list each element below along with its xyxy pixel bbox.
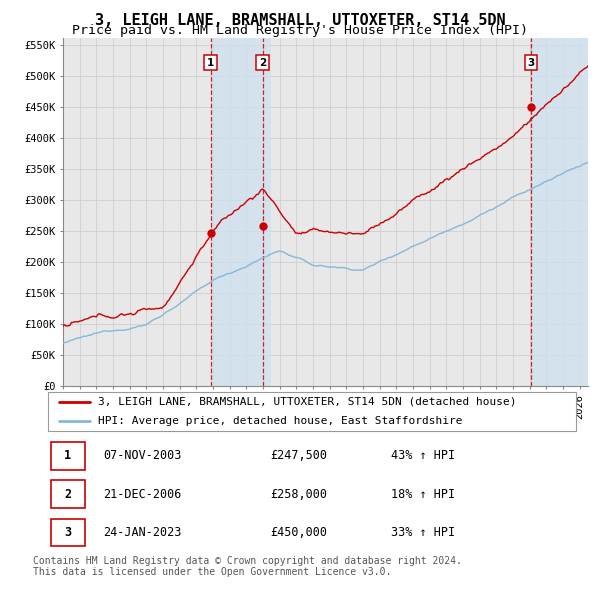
Text: 2: 2 — [259, 58, 266, 68]
FancyBboxPatch shape — [50, 480, 85, 508]
Text: £450,000: £450,000 — [270, 526, 327, 539]
Bar — [263, 38, 271, 386]
Bar — [211, 38, 263, 386]
Text: 43% ↑ HPI: 43% ↑ HPI — [391, 449, 455, 463]
FancyBboxPatch shape — [48, 392, 576, 431]
Text: 24-JAN-2023: 24-JAN-2023 — [103, 526, 182, 539]
Text: 21-DEC-2006: 21-DEC-2006 — [103, 487, 182, 501]
Text: Price paid vs. HM Land Registry's House Price Index (HPI): Price paid vs. HM Land Registry's House … — [72, 24, 528, 37]
FancyBboxPatch shape — [50, 442, 85, 470]
Text: 3, LEIGH LANE, BRAMSHALL, UTTOXETER, ST14 5DN (detached house): 3, LEIGH LANE, BRAMSHALL, UTTOXETER, ST1… — [98, 396, 517, 407]
Text: 1: 1 — [207, 58, 214, 68]
Text: £247,500: £247,500 — [270, 449, 327, 463]
Text: 2: 2 — [64, 487, 71, 501]
Text: £258,000: £258,000 — [270, 487, 327, 501]
Text: 3, LEIGH LANE, BRAMSHALL, UTTOXETER, ST14 5DN: 3, LEIGH LANE, BRAMSHALL, UTTOXETER, ST1… — [95, 13, 505, 28]
Text: 33% ↑ HPI: 33% ↑ HPI — [391, 526, 455, 539]
Text: HPI: Average price, detached house, East Staffordshire: HPI: Average price, detached house, East… — [98, 416, 463, 426]
Text: 3: 3 — [64, 526, 71, 539]
Text: 1: 1 — [64, 449, 71, 463]
FancyBboxPatch shape — [50, 519, 85, 546]
Bar — [531, 38, 588, 386]
Text: Contains HM Land Registry data © Crown copyright and database right 2024.
This d: Contains HM Land Registry data © Crown c… — [33, 556, 462, 578]
Text: 3: 3 — [527, 58, 535, 68]
Text: 18% ↑ HPI: 18% ↑ HPI — [391, 487, 455, 501]
Text: 07-NOV-2003: 07-NOV-2003 — [103, 449, 182, 463]
